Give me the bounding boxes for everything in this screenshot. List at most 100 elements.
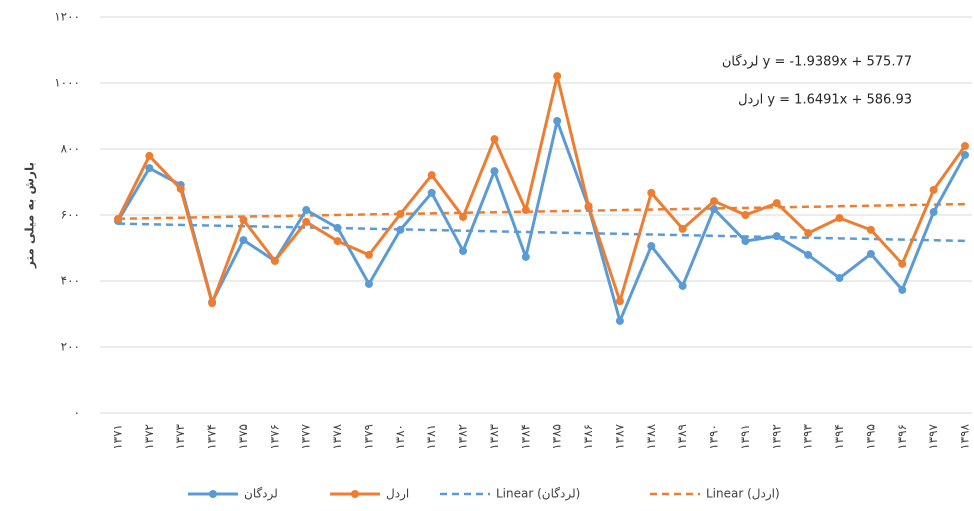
x-tick-label: ۱۳۸۴	[518, 424, 532, 450]
point	[710, 205, 719, 214]
point	[302, 206, 311, 215]
x-tick-label: ۱۳۷۸	[330, 423, 344, 449]
point	[427, 171, 436, 180]
point	[145, 151, 154, 160]
x-tick-label: ۱۳۹۰	[707, 424, 721, 450]
point	[176, 184, 185, 193]
x-tick-label: ۱۳۸۹	[675, 424, 689, 450]
x-tick-label: ۱۳۸۸	[644, 423, 658, 449]
point	[145, 164, 154, 173]
x-tick-label: ۱۳۷۴	[205, 424, 219, 450]
legend-label: Linear (لردگان)	[496, 487, 580, 502]
point	[396, 210, 405, 219]
point	[239, 215, 248, 224]
trendline	[117, 222, 966, 243]
point	[804, 229, 813, 238]
point	[553, 72, 562, 81]
point	[490, 167, 499, 176]
trend-equation: اردل y = 1.6491x + 586.93	[738, 93, 912, 108]
x-tick-label: ۱۳۷۳	[173, 423, 187, 449]
point	[615, 297, 624, 306]
x-tick-label: ۱۳۸۲	[456, 424, 470, 450]
point	[866, 249, 875, 258]
x-tick-label: ۱۳۸۳	[487, 423, 501, 449]
point	[427, 188, 436, 197]
point	[521, 252, 530, 261]
point	[553, 116, 562, 125]
point	[961, 150, 969, 159]
x-tick-label: ۱۳۹۲	[769, 424, 783, 450]
point	[804, 250, 813, 259]
point	[835, 274, 844, 283]
x-tick-label: ۱۳۹۳	[801, 423, 815, 449]
x-tick-label: ۱۳۷۷	[299, 423, 313, 449]
y-axis-label: بارش به میلی متر	[23, 162, 37, 269]
point	[333, 237, 342, 246]
point	[459, 246, 468, 255]
x-tick-label: ۱۳۸۵	[550, 424, 564, 450]
point	[772, 199, 781, 208]
legend-marker	[351, 490, 359, 498]
point	[866, 225, 875, 234]
x-tick-label: ۱۳۷۱	[111, 424, 125, 450]
point	[521, 206, 530, 215]
legend-label: Linear (اردل)	[706, 487, 780, 502]
x-tick-label: ۱۳۷۶	[267, 424, 281, 450]
point	[835, 213, 844, 222]
x-tick-label: ۱۳۹۵	[863, 424, 877, 450]
point	[678, 281, 687, 290]
point	[961, 142, 969, 151]
x-tick-label: ۱۳۸۰	[393, 424, 407, 450]
y-tick-label: ۸۰۰	[61, 142, 80, 156]
x-tick-label: ۱۳۹۶	[895, 424, 909, 450]
point	[772, 232, 781, 241]
point	[710, 197, 719, 206]
x-tick-label: ۱۳۹۷	[926, 423, 940, 449]
x-tick-label: ۱۳۸۱	[424, 424, 438, 450]
y-tick-label: ۰	[74, 406, 80, 420]
x-tick-label: ۱۳۹۴	[832, 424, 846, 450]
point	[364, 279, 373, 288]
series-line	[116, 119, 967, 323]
legend-marker	[209, 490, 217, 498]
x-tick-label: ۱۳۸۶	[581, 424, 595, 450]
point	[459, 212, 468, 221]
point	[364, 250, 373, 259]
y-tick-label: ۶۰۰	[61, 208, 80, 222]
point	[678, 224, 687, 233]
trend-equation: لردگان y = -1.9389x + 575.77	[722, 54, 912, 70]
x-tick-label: ۱۳۹۱	[738, 424, 752, 450]
y-tick-label: ۱۲۰۰	[54, 10, 80, 24]
point	[898, 285, 907, 294]
y-tick-label: ۲۰۰	[61, 340, 80, 354]
point	[741, 237, 750, 246]
point	[647, 188, 656, 197]
point	[615, 316, 624, 325]
point	[114, 214, 122, 223]
point	[270, 256, 279, 265]
point	[208, 299, 217, 308]
point	[584, 202, 593, 211]
point	[333, 223, 342, 232]
point	[898, 259, 907, 268]
x-tick-label: ۱۳۷۲	[142, 424, 156, 450]
point	[929, 185, 938, 194]
x-tick-label: ۱۳۷۵	[236, 424, 250, 450]
x-tick-label: ۱۳۸۷	[612, 423, 626, 449]
point	[302, 217, 311, 226]
trendline	[117, 202, 966, 221]
point	[741, 211, 750, 219]
y-tick-label: ۱۰۰۰	[54, 76, 80, 90]
x-tick-label: ۱۳۷۹	[361, 424, 375, 450]
point	[490, 135, 499, 144]
point	[929, 208, 938, 217]
x-tick-label: ۱۳۹۸	[958, 423, 972, 449]
y-tick-label: ۴۰۰	[61, 274, 80, 288]
legend-label: اردل	[386, 487, 409, 502]
point	[239, 236, 248, 245]
point	[396, 225, 405, 234]
series-line	[116, 74, 967, 305]
point	[647, 242, 656, 251]
legend-label: لردگان	[244, 487, 278, 502]
